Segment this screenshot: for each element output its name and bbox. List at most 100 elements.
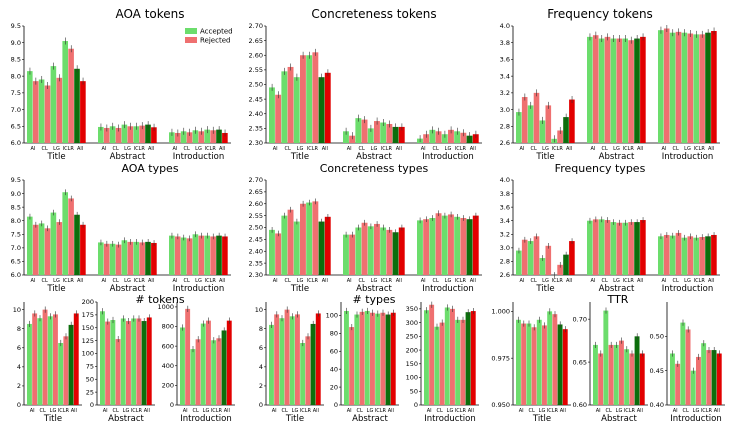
bar-accepted-title-lg	[293, 77, 300, 143]
category-label: All	[148, 146, 154, 152]
y-tick-label: 2.50	[249, 224, 263, 232]
bar-accepted-introduction-iclr	[204, 129, 210, 143]
category-label: ICLR	[205, 146, 217, 152]
bar-accepted-title-iclr	[62, 192, 68, 275]
bar-rejected-introduction-all	[226, 320, 232, 405]
bar-accepted-title-all	[563, 117, 569, 143]
chart-title: Frequency types	[555, 162, 646, 175]
y-tick-label: 2.45	[249, 95, 263, 103]
bar-accepted-abstract-ai	[98, 242, 104, 275]
bar-accepted-title-cl	[38, 223, 45, 275]
y-tick-label: 2.65	[249, 37, 263, 45]
bar-accepted-title-all	[318, 221, 325, 275]
bar-rejected-introduction-cl	[435, 213, 442, 275]
y-tick-label: 8	[17, 325, 21, 333]
bar-rejected-introduction-ai	[185, 308, 191, 405]
bar-rejected-abstract-all	[151, 242, 157, 275]
bar-rejected-abstract-cl	[115, 339, 121, 405]
chart-panel-tokens-title: 0 2 4 6 8 10 AI CL LG ICLR All Title	[13, 302, 82, 424]
bar-rejected-abstract-cl	[115, 127, 122, 143]
category-label: LG	[297, 146, 304, 152]
category-label: LG	[195, 146, 202, 152]
bar-rejected-introduction-lg	[448, 129, 454, 143]
y-tick-label: 3.4	[500, 217, 510, 225]
group-label: Title	[46, 284, 65, 294]
category-label: AI	[661, 278, 666, 284]
bar-rejected-title-iclr	[557, 130, 563, 143]
bar-rejected-title-all	[73, 313, 79, 405]
bar-accepted-title-lg	[47, 316, 53, 405]
bar-accepted-introduction-all	[216, 235, 222, 275]
bar-rejected-introduction-lg	[687, 236, 694, 275]
category-label: ICLR	[58, 408, 70, 414]
category-label: ICLR	[455, 278, 467, 284]
bar-accepted-abstract-ai	[343, 131, 349, 143]
bar-accepted-abstract-cl	[598, 38, 605, 143]
y-tick-label: 2.60	[249, 200, 263, 208]
bar-rejected-introduction-all	[711, 31, 717, 144]
bar-rejected-abstract-cl	[608, 344, 614, 405]
y-tick-label: 4	[259, 363, 263, 371]
bar-rejected-abstract-all	[640, 36, 646, 143]
category-label: CL	[531, 146, 537, 152]
category-label: AI	[347, 408, 352, 414]
category-label: All	[322, 146, 328, 152]
bar-rejected-title-cl	[42, 309, 48, 405]
bar-rejected-title-ai	[521, 323, 527, 405]
bar-rejected-abstract-iclr	[629, 353, 635, 405]
y-tick-label: 350	[406, 305, 418, 313]
category-label: AI	[519, 408, 524, 414]
bar-rejected-introduction-iclr	[210, 236, 216, 275]
bar-rejected-abstract-lg	[374, 121, 380, 143]
category-label: ICLR	[63, 278, 75, 284]
y-tick-label: 0.950	[491, 401, 510, 409]
y-tick-label: 0.45	[650, 367, 664, 375]
bar-rejected-introduction-iclr	[460, 319, 466, 405]
category-label: LG	[613, 278, 620, 284]
bar-accepted-abstract-ai	[98, 126, 104, 143]
y-tick-label: 250	[406, 333, 418, 341]
y-tick-label: 7.5	[11, 230, 21, 238]
bar-rejected-introduction-lg	[450, 308, 455, 405]
bar-accepted-abstract-ai	[587, 36, 593, 143]
bar-rejected-title-lg	[295, 314, 300, 405]
category-label: All	[77, 278, 83, 284]
category-label: CL	[281, 408, 287, 414]
bar-accepted-introduction-ai	[169, 235, 175, 275]
y-tick-label: 800	[162, 323, 174, 331]
group-label: Introduction	[662, 152, 713, 162]
y-tick-label: 125	[82, 337, 94, 345]
bar-rejected-introduction-ai	[663, 234, 670, 275]
y-tick-label: 2.35	[249, 259, 263, 267]
y-tick-label: 7.0	[11, 106, 21, 114]
category-label: CL	[528, 408, 534, 414]
category-label: AI	[272, 408, 277, 414]
bar-accepted-abstract-iclr	[375, 313, 381, 405]
y-tick-label: 1000	[157, 303, 174, 311]
group-label: Introduction	[424, 414, 475, 424]
category-label: LG	[124, 278, 131, 284]
group-label: Title	[285, 414, 304, 424]
category-label: ICLR	[307, 146, 319, 152]
bar-rejected-abstract-all	[398, 126, 405, 143]
bar-accepted-title-all	[74, 68, 80, 143]
bar-rejected-title-all	[324, 72, 331, 143]
bar-accepted-title-cl	[38, 79, 45, 143]
y-tick-label: 0.65	[573, 358, 587, 366]
category-label: ICLR	[211, 408, 223, 414]
y-tick-label: 0	[170, 401, 174, 409]
category-label: AI	[172, 146, 177, 152]
bar-accepted-introduction-all	[221, 330, 227, 405]
category-label: LG	[539, 408, 546, 414]
bar-accepted-introduction-iclr	[693, 34, 699, 143]
bar-rejected-title-cl	[287, 209, 294, 275]
bar-accepted-title-cl	[37, 318, 43, 405]
y-tick-label: 2.70	[249, 176, 263, 184]
bar-rejected-introduction-iclr	[706, 350, 712, 405]
bar-accepted-introduction-cl	[180, 131, 187, 143]
bar-accepted-abstract-lg	[367, 226, 374, 275]
y-tick-label: 3.6	[500, 56, 510, 64]
bar-rejected-abstract-cl	[115, 244, 122, 275]
bar-rejected-introduction-iclr	[210, 130, 216, 143]
category-label: AI	[673, 408, 678, 414]
